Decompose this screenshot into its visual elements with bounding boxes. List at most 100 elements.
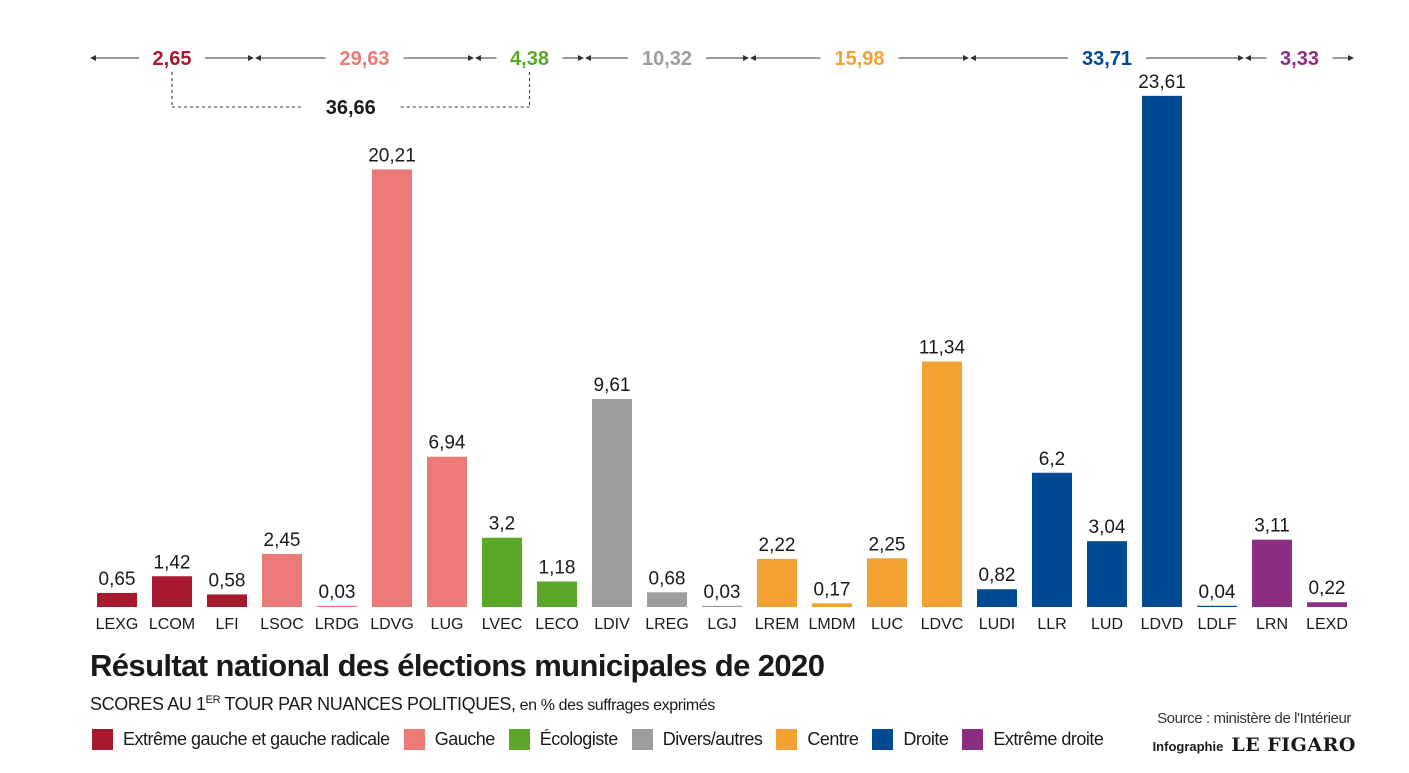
subtitle-unit: en % des suffrages exprimés: [515, 697, 716, 714]
combined-total-value: 36,66: [326, 97, 376, 119]
category-label-lmdm: LMDM: [808, 616, 855, 633]
legend-item-d: Droite: [872, 728, 949, 750]
legend-item-div: Divers/autres: [631, 728, 763, 750]
bar-lrem: [757, 558, 797, 607]
bar-lsoc: [262, 553, 302, 607]
bar-lrdg: [317, 605, 357, 607]
value-labels-layer: 0,65 1,42 0,58 2,45 0,03 20,21 6,94 3,2 1,18 9,61…: [99, 72, 1346, 603]
value-label-ldlf: 0,04: [1199, 582, 1236, 603]
group-total-ed: 3,33: [1245, 48, 1354, 70]
legend-label: Droite: [903, 728, 949, 749]
bar-ldvc: [922, 361, 962, 607]
category-label-llr: LLR: [1037, 616, 1066, 633]
category-labels-layer: LEXG LCOM LFI LSOC LRDG LDVG LUG LVEC LECO LDIV LR…: [96, 616, 1348, 633]
legend-label: Extrême droite: [993, 728, 1104, 749]
legend-item-eco: Écologiste: [508, 728, 618, 750]
category-label-lgj: LGJ: [707, 616, 736, 633]
value-label-lexd: 0,22: [1309, 578, 1346, 599]
bar-ldvd: [1142, 95, 1182, 607]
bar-lgj: [702, 605, 742, 607]
bar-lexd: [1307, 602, 1347, 607]
legend-label: Gauche: [434, 728, 496, 749]
group-total-div: 10,32: [585, 48, 749, 70]
group-total-value-eco: 4,38: [510, 48, 549, 70]
category-label-lvec: LVEC: [482, 616, 523, 633]
bar-lfi: [207, 594, 247, 607]
category-label-ldvd: LDVD: [1141, 616, 1184, 633]
group-total-g: 29,63: [255, 48, 474, 70]
bar-luc: [867, 558, 907, 607]
bar-lud: [1087, 541, 1127, 607]
group-totals-layer: 2,65 29,63 4,38 10,32 15,98 33,71 3,33 36,66: [90, 48, 1354, 119]
arrow-right-icon: [248, 55, 254, 61]
category-label-ldlf: LDLF: [1197, 616, 1236, 633]
legend-swatch: [92, 728, 113, 750]
category-label-ldiv: LDIV: [594, 616, 630, 633]
value-label-lmdm: 0,17: [814, 579, 851, 600]
chart-subtitle: SCORES AU 1ER TOUR PAR NUANCES POLITIQUE…: [90, 694, 715, 715]
bar-lrn: [1252, 539, 1292, 607]
arrow-left-icon: [1245, 55, 1251, 61]
value-label-luc: 2,25: [869, 534, 906, 555]
bar-llr: [1032, 472, 1072, 607]
value-label-ldvd: 23,61: [1138, 72, 1186, 93]
arrow-right-icon: [743, 55, 749, 61]
brand-logo: LE FIGARO: [1231, 734, 1356, 756]
arrow-left-icon: [90, 55, 96, 61]
subtitle-superscript: ER: [205, 694, 221, 706]
arrow-right-icon: [963, 55, 969, 61]
group-total-value-eg: 2,65: [153, 48, 192, 70]
value-label-lexg: 0,65: [99, 569, 136, 590]
legend-item-c: Centre: [776, 728, 859, 750]
legend-label: Divers/autres: [662, 728, 763, 749]
combined-total: 36,66: [171, 72, 530, 119]
credit: Infographie LE FIGARO: [1153, 734, 1356, 756]
subtitle-main: SCORES AU 1: [90, 694, 206, 714]
value-label-lfi: 0,58: [209, 570, 246, 591]
category-label-lfi: LFI: [215, 616, 238, 633]
category-label-lrn: LRN: [1256, 616, 1288, 633]
legend-swatch: [962, 728, 984, 750]
category-label-ludi: LUDI: [979, 616, 1015, 633]
bars-layer: [97, 95, 1347, 608]
legend-swatch: [508, 728, 530, 750]
group-total-value-ed: 3,33: [1280, 48, 1319, 70]
value-label-lcom: 1,42: [154, 552, 191, 573]
category-label-lsoc: LSOC: [260, 616, 304, 633]
value-label-lreg: 0,68: [649, 568, 686, 589]
group-total-eco: 4,38: [475, 48, 584, 70]
arrow-right-icon: [468, 55, 474, 61]
arrow-left-icon: [750, 55, 756, 61]
category-label-lud: LUD: [1091, 616, 1123, 633]
legend-label: Extrême gauche et gauche radicale: [123, 728, 390, 749]
value-label-lrem: 2,22: [759, 535, 796, 556]
legend-swatch: [872, 728, 894, 750]
category-label-lreg: LREG: [645, 616, 689, 633]
category-label-lcom: LCOM: [149, 616, 195, 633]
value-label-lud: 3,04: [1089, 517, 1126, 538]
value-label-ludi: 0,82: [979, 565, 1016, 586]
group-total-value-c: 15,98: [834, 48, 884, 70]
group-total-eg: 2,65: [90, 48, 254, 70]
value-label-ldvc: 11,34: [919, 337, 966, 358]
bar-ludi: [977, 589, 1017, 607]
value-label-llr: 6,2: [1039, 449, 1065, 470]
group-total-value-d: 33,71: [1082, 48, 1132, 70]
value-label-lrn: 3,11: [1254, 516, 1290, 537]
bar-lreg: [647, 592, 687, 607]
value-label-leco: 1,18: [539, 557, 576, 578]
bar-leco: [537, 581, 577, 607]
bar-ldvg: [372, 169, 412, 608]
value-label-lrdg: 0,03: [319, 582, 356, 603]
arrow-left-icon: [255, 55, 261, 61]
category-label-lexg: LEXG: [96, 616, 139, 633]
category-label-ldvg: LDVG: [370, 616, 414, 633]
value-label-ldvg: 20,21: [368, 145, 416, 166]
category-label-leco: LECO: [535, 616, 579, 633]
category-label-lrem: LREM: [755, 616, 799, 633]
category-label-lug: LUG: [431, 616, 464, 633]
category-label-ldvc: LDVC: [921, 616, 964, 633]
group-total-value-g: 29,63: [339, 48, 389, 70]
credit-label: Infographie: [1152, 739, 1224, 754]
